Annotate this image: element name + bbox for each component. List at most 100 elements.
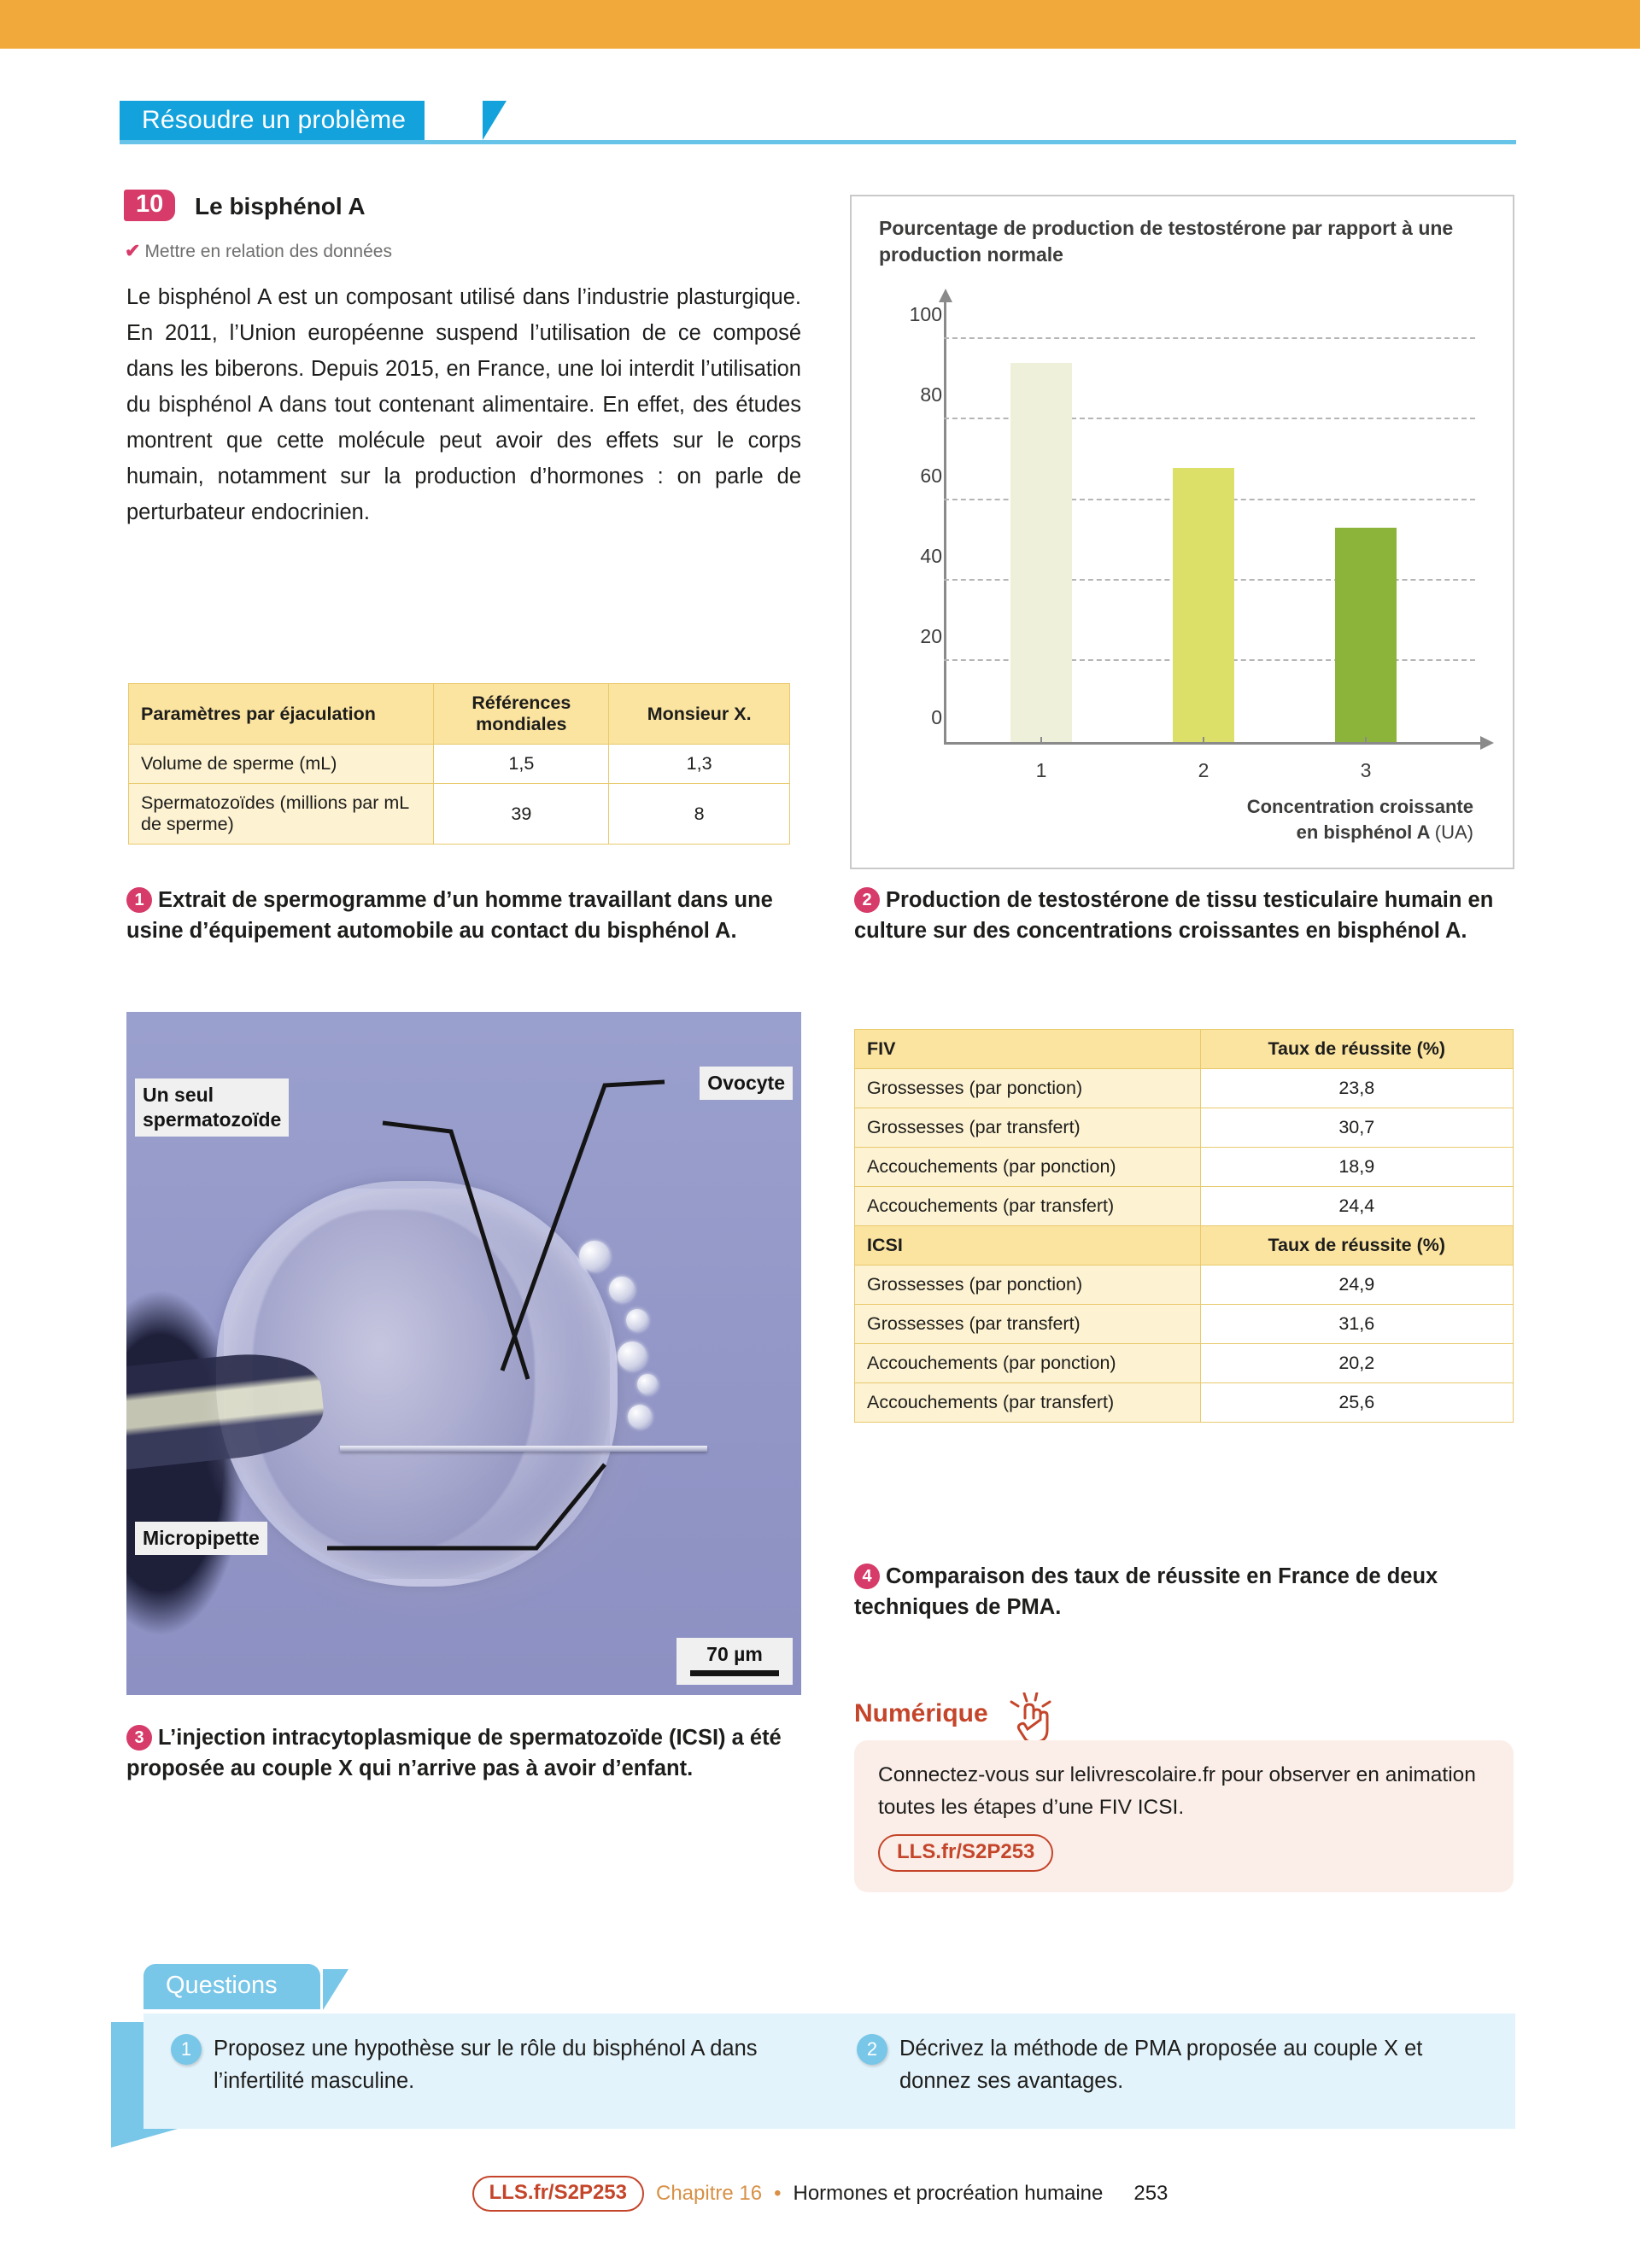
numerique-code-link[interactable]: LLS.fr/S2P253 <box>878 1834 1054 1872</box>
cell-label: Accouchements (par ponction) <box>854 1147 1201 1187</box>
x-axis-title-unit: (UA) <box>1434 821 1473 843</box>
leader-line-micropipette <box>327 1463 606 1551</box>
click-hand-icon <box>1010 1692 1051 1744</box>
x-tick-mark-1 <box>1040 737 1042 745</box>
questions-section: Questions 1 Proposez une hypothèse sur l… <box>111 1964 1520 2148</box>
numerique-box: Connectez-vous sur lelivrescolaire.fr po… <box>854 1740 1514 1892</box>
gridline-100 <box>944 337 1475 339</box>
page-top-band <box>0 0 1640 49</box>
cell-parameter: Spermatozoïdes (millions par mL de sperm… <box>127 783 435 845</box>
cell-parameter: Volume de sperme (mL) <box>127 744 435 784</box>
vesicle <box>579 1241 610 1271</box>
footer-separator: • <box>774 2182 782 2205</box>
figure-3-caption: 3 L’injection intracytoplasmique de sperm… <box>126 1722 810 1784</box>
spermogram-table-wrapper: Paramètres par éjaculation Références mo… <box>127 683 790 845</box>
section-header-corner <box>483 101 507 140</box>
figure-1-number: 1 <box>126 887 152 913</box>
col-header-fiv: FIV <box>854 1029 1201 1069</box>
cell-reference: 39 <box>433 783 610 845</box>
col-header-fiv-rate: Taux de réussite (%) <box>1199 1029 1514 1069</box>
pma-success-rate-table: FIV Taux de réussite (%) Grossesses (par… <box>854 1029 1514 1423</box>
x-axis-arrow-icon <box>1480 736 1494 750</box>
label-single-spermatozoon: Un seul spermatozoïde <box>135 1078 290 1137</box>
x-axis-title-line1: Concentration croissante <box>1246 796 1473 817</box>
col-header-parameter: Paramètres par éjaculation <box>127 683 435 745</box>
footer-code-link[interactable]: LLS.fr/S2P253 <box>472 2176 644 2212</box>
bar-concentration-3 <box>1335 528 1397 742</box>
cell-label: Accouchements (par transfert) <box>854 1186 1201 1226</box>
question-item-2: 2 Décrivez la méthode de PMA proposée au… <box>829 2014 1515 2129</box>
question-item-1: 1 Proposez une hypothèse sur le rôle du … <box>144 2014 829 2129</box>
x-tick-label-1: 1 <box>1035 759 1047 781</box>
col-header-icsi-rate: Taux de réussite (%) <box>1199 1225 1514 1266</box>
section-header-rule <box>120 140 1516 144</box>
question-1-text: Proposez une hypothèse sur le rôle du bi… <box>214 2037 758 2093</box>
figure-3-number: 3 <box>126 1725 152 1751</box>
bar-concentration-1 <box>1010 363 1072 742</box>
table-row: Accouchements (par transfert) 24,4 <box>854 1186 1514 1226</box>
table-row: Grossesses (par transfert) 31,6 <box>854 1304 1514 1344</box>
figure-2-caption: 2 Production de testostérone de tissu tes… <box>854 885 1529 946</box>
cell-label: Accouchements (par ponction) <box>854 1343 1201 1383</box>
vesicle <box>626 1309 648 1331</box>
y-tick-label-80: 80 <box>920 383 942 406</box>
icsi-micrograph: Un seul spermatozoïde Ovocyte Micropipet… <box>126 1012 801 1695</box>
y-tick-label-60: 60 <box>920 465 942 487</box>
question-2-text: Décrivez la méthode de PMA proposée au c… <box>899 2037 1423 2093</box>
leader-line-oocyte <box>500 1079 665 1371</box>
y-tick-label-20: 20 <box>920 625 942 647</box>
footer-page-number: 253 <box>1133 2182 1168 2205</box>
cell-value: 23,8 <box>1199 1068 1514 1108</box>
figure-4-caption-text: Comparaison des taux de réussite en Fran… <box>854 1564 1438 1619</box>
x-tick-label-2: 2 <box>1198 759 1210 781</box>
bar-concentration-2 <box>1173 468 1234 742</box>
table-row: Grossesses (par transfert) 30,7 <box>854 1108 1514 1148</box>
cell-value: 25,6 <box>1199 1382 1514 1423</box>
table-row: Spermatozoïdes (millions par mL de sperm… <box>127 783 790 845</box>
leader-line-sperm <box>382 1120 530 1380</box>
chart-y-axis <box>939 289 952 745</box>
questions-body: 1 Proposez une hypothèse sur le rôle du … <box>144 2014 1515 2129</box>
x-tick-label-3: 3 <box>1360 759 1372 781</box>
table-header-row-fiv: FIV Taux de réussite (%) <box>854 1029 1514 1069</box>
injection-micropipette <box>340 1446 707 1452</box>
chart-plot-area: 100 80 60 40 20 0 1 2 3 Concentration cr… <box>910 289 1494 843</box>
y-axis-arrow-icon <box>939 289 952 302</box>
figure-4-caption: 4 Comparaison des taux de réussite en Fra… <box>854 1561 1529 1622</box>
cell-value: 31,6 <box>1199 1304 1514 1344</box>
table-row: Accouchements (par ponction) 18,9 <box>854 1147 1514 1187</box>
footer-chapter: Chapitre 16 <box>656 2182 763 2205</box>
intro-paragraph: Le bisphénol A est un composant utilisé … <box>126 285 801 524</box>
questions-tab-corner <box>323 1969 348 2010</box>
table-row: Grossesses (par ponction) 24,9 <box>854 1265 1514 1305</box>
label-sperm-line2: spermatozoïde <box>143 1108 282 1131</box>
chart-x-axis <box>944 736 1494 750</box>
chart-x-axis-title: Concentration croissante en bisphénol A … <box>1106 794 1473 845</box>
cell-value: 20,2 <box>1199 1343 1514 1383</box>
y-tick-label-0: 0 <box>931 706 942 728</box>
testosterone-bar-chart: Pourcentage de production de testostéron… <box>850 195 1514 869</box>
exercise-number-badge: 10 <box>124 190 176 221</box>
cell-value: 30,7 <box>1199 1108 1514 1148</box>
col-header-icsi: ICSI <box>854 1225 1201 1266</box>
col-header-patient: Monsieur X. <box>608 683 790 745</box>
section-header: Résoudre un problème <box>120 101 1516 144</box>
figure-4-number: 4 <box>854 1564 880 1589</box>
x-tick-mark-2 <box>1203 737 1204 745</box>
cell-reference: 1,5 <box>433 744 610 784</box>
label-oocyte: Ovocyte <box>700 1067 793 1100</box>
table-row: Accouchements (par transfert) 25,6 <box>854 1382 1514 1423</box>
y-tick-label-100: 100 <box>909 303 942 325</box>
numerique-title: Numérique <box>854 1699 988 1727</box>
figure-1-caption-text: Extrait de spermogramme d’un homme trava… <box>126 888 773 943</box>
x-axis-title-line2: en bisphénol A <box>1296 821 1430 843</box>
pma-table-wrapper: FIV Taux de réussite (%) Grossesses (par… <box>854 1029 1514 1423</box>
footer-chapter-title: Hormones et procréation humaine <box>793 2182 1104 2205</box>
question-1-number: 1 <box>171 2034 202 2065</box>
figure-3-caption-text: L’injection intracytoplasmique de sperma… <box>126 1726 782 1780</box>
scale-bar-rule <box>690 1670 779 1676</box>
scale-bar: 70 µm <box>676 1638 793 1685</box>
questions-tab-label: Questions <box>144 1964 320 2009</box>
chart-title: Pourcentage de production de testostéron… <box>879 217 1454 266</box>
